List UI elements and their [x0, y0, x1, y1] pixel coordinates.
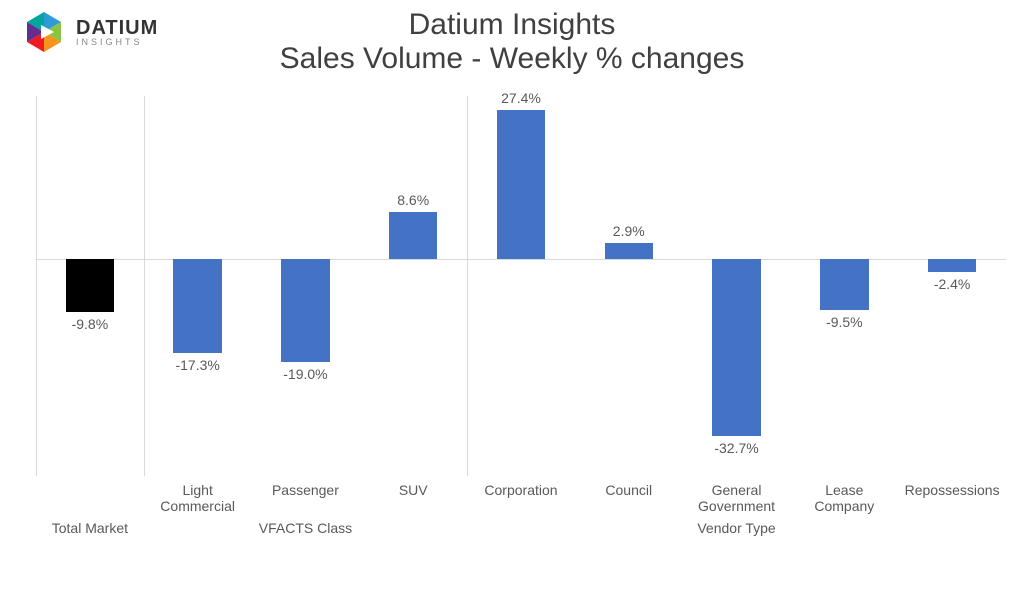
category-label: SUV: [359, 482, 467, 498]
group-label: Total Market: [36, 520, 144, 536]
category-label: Corporation: [467, 482, 575, 498]
bar: [281, 259, 330, 362]
chart-title: Datium Insights Sales Volume - Weekly % …: [0, 8, 1024, 76]
bar-value-label: -17.3%: [144, 357, 252, 373]
group-separator: [36, 96, 37, 476]
chart-area: -9.8%-17.3%-19.0%8.6%27.4%2.9%-32.7%-9.5…: [36, 96, 1006, 516]
category-label: Council: [575, 482, 683, 498]
category-label: GeneralGovernment: [683, 482, 791, 514]
page-root: DATIUM INSIGHTS Datium Insights Sales Vo…: [0, 0, 1024, 594]
title-line-1: Datium Insights: [0, 8, 1024, 42]
bar-value-label: -2.4%: [898, 276, 1006, 292]
bar-value-label: -9.5%: [790, 314, 898, 330]
bar-value-label: -32.7%: [683, 440, 791, 456]
group-label: Vendor Type: [467, 520, 1006, 536]
group-separator: [144, 96, 145, 476]
title-line-2: Sales Volume - Weekly % changes: [0, 42, 1024, 76]
category-label: LightCommercial: [144, 482, 252, 514]
bar: [820, 259, 869, 311]
group-separator: [467, 96, 468, 476]
category-label: Repossessions: [898, 482, 1006, 498]
bar-value-label: 27.4%: [467, 90, 575, 106]
bar-value-label: -19.0%: [252, 366, 360, 382]
bar: [605, 243, 654, 259]
bar-value-label: -9.8%: [36, 316, 144, 332]
category-label: Passenger: [252, 482, 360, 498]
bar: [66, 259, 115, 312]
bar-value-label: 2.9%: [575, 223, 683, 239]
group-label: VFACTS Class: [144, 520, 467, 536]
bar: [712, 259, 761, 437]
bar: [497, 110, 546, 259]
bar: [173, 259, 222, 353]
category-label: LeaseCompany: [790, 482, 898, 514]
bar: [928, 259, 977, 272]
bar: [389, 212, 438, 259]
chart-plot: -9.8%-17.3%-19.0%8.6%27.4%2.9%-32.7%-9.5…: [36, 96, 1006, 476]
bar-value-label: 8.6%: [359, 192, 467, 208]
